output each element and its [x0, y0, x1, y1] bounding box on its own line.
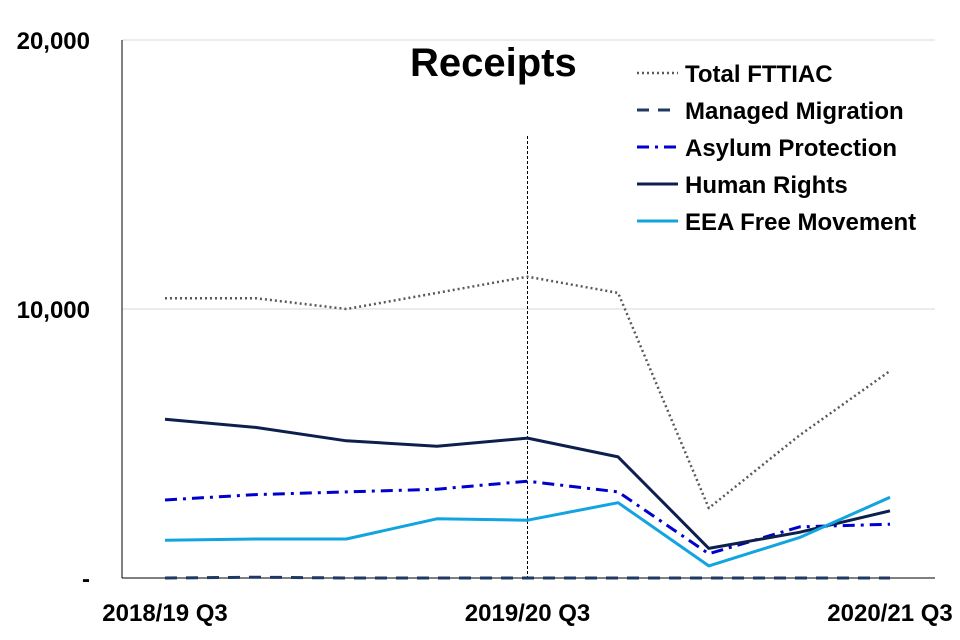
y-tick-label-1: 10,000 — [17, 297, 90, 324]
chart-title: Receipts — [410, 41, 577, 85]
series-line-eea-free-movement — [164, 495, 891, 568]
x-tick-label-2: 2020/21 Q3 — [827, 600, 952, 627]
series-line-asylum-protection — [164, 479, 891, 556]
series-line-human-rights — [164, 417, 891, 550]
y-tick-label-2: 20,000 — [17, 28, 90, 55]
x-tick-labels: 2018/19 Q3 2019/20 Q3 2020/21 Q3 — [102, 600, 952, 627]
legend-label-4: EEA Free Movement — [685, 209, 916, 236]
series-line-total-fttiac — [165, 275, 891, 510]
y-tick-labels: - 10,000 20,000 — [17, 28, 90, 593]
legend-label-2: Asylum Protection — [685, 135, 897, 162]
x-tick-label-1: 2019/20 Q3 — [465, 600, 590, 627]
legend-label-0: Total FTTIAC — [685, 61, 833, 88]
series-lines — [164, 275, 891, 580]
gridlines — [122, 39, 935, 310]
x-tick-label-0: 2018/19 Q3 — [102, 600, 227, 627]
legend: Total FTTIAC Managed Migration Asylum Prot… — [637, 61, 916, 236]
legend-label-3: Human Rights — [685, 172, 848, 199]
series-line-managed-migration — [164, 575, 890, 580]
legend-label-1: Managed Migration — [685, 98, 904, 125]
y-tick-label-0: - — [82, 566, 90, 593]
